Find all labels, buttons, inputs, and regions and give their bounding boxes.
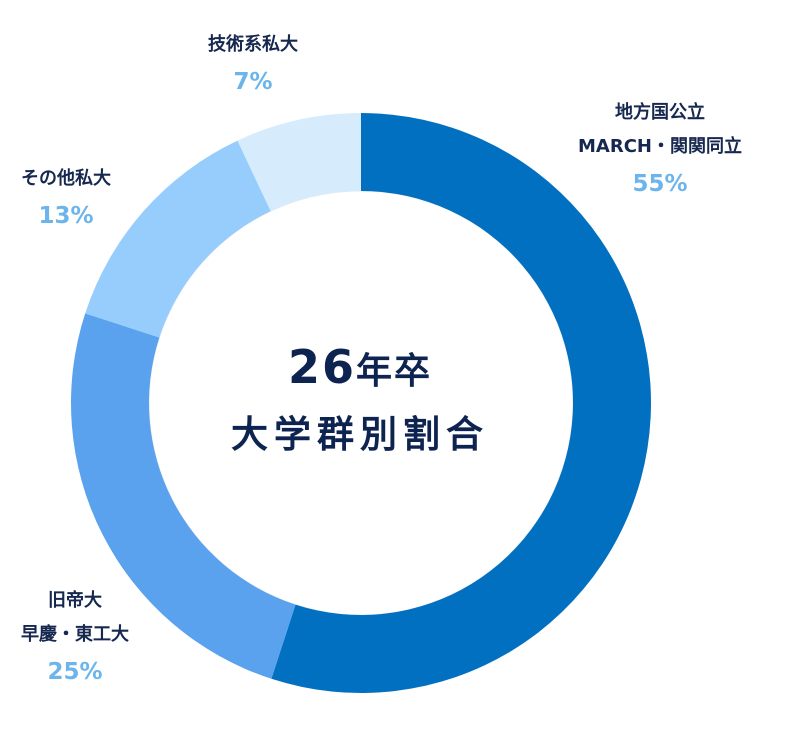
slice-regional-national-march xyxy=(271,113,652,693)
center-year-number: 26 xyxy=(287,340,356,394)
slice-label-line: 早慶・東工大 xyxy=(21,624,129,645)
slice-label-line: その他私大 xyxy=(21,168,111,189)
slice-technical-private xyxy=(237,113,361,212)
slice-label-line: 地方国公立 xyxy=(615,102,705,123)
slice-percent: 7% xyxy=(233,69,273,95)
slice-label-line: 旧帝大 xyxy=(48,590,102,611)
slice-label-line: 技術系私大 xyxy=(208,34,298,55)
slice-label-regional-national-march: 地方国公立 MARCH・関関同立 55% xyxy=(545,96,775,204)
center-title-line1: 26年卒 xyxy=(220,340,500,394)
inner-ring xyxy=(144,186,578,620)
center-year-suffix: 年卒 xyxy=(356,351,433,392)
slice-imperial-soukei xyxy=(70,313,296,679)
slice-percent: 25% xyxy=(47,659,103,685)
slice-label-imperial-soukei: 旧帝大 早慶・東工大 25% xyxy=(0,584,150,692)
slice-label-line: MARCH・関関同立 xyxy=(578,136,742,157)
slice-label-other-private: その他私大 13% xyxy=(0,162,132,236)
slice-percent: 13% xyxy=(38,203,94,229)
slice-percent: 55% xyxy=(632,171,688,197)
slice-label-technical-private: 技術系私大 7% xyxy=(178,28,328,102)
slice-other-private xyxy=(85,140,271,338)
center-title-line2: 大学群別割合 xyxy=(231,413,489,456)
